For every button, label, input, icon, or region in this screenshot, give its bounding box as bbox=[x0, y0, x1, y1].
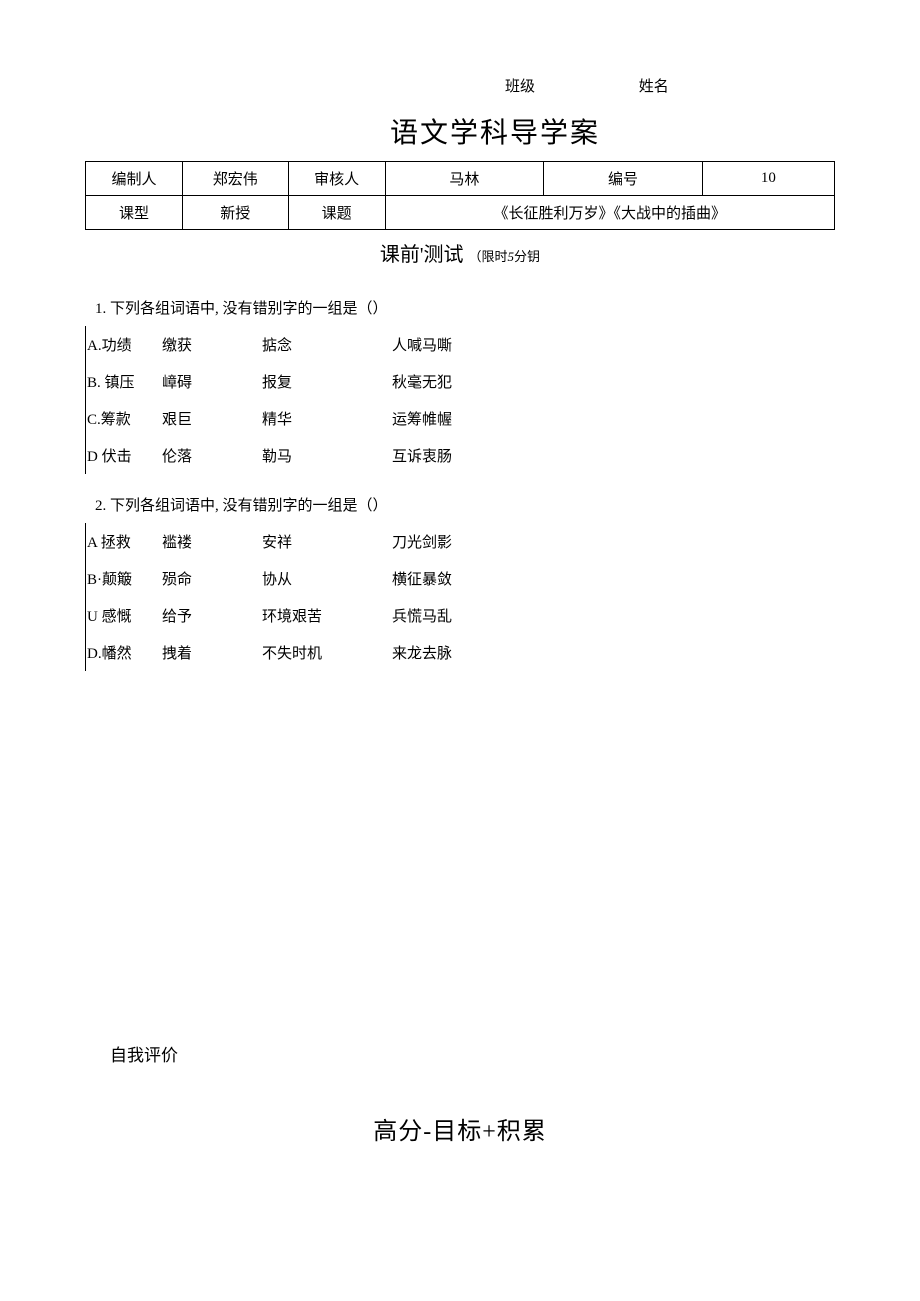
option-word: 运筹帷幄 bbox=[392, 408, 542, 429]
option-word: 掂念 bbox=[262, 334, 392, 355]
option-row: C.筹款 艰巨 精华 运筹帷幄 bbox=[85, 400, 835, 437]
document-title: 语文学科导学案 bbox=[85, 111, 835, 151]
option-label: D 伏击 bbox=[87, 445, 162, 466]
question-2-options: A 拯救 褴褛 安祥 刀光剑影 B·颠簸 殒命 协从 横征暴敛 U 感慨 给予 … bbox=[85, 523, 835, 671]
cell-author-label: 编制人 bbox=[86, 162, 183, 196]
cell-type-label: 课型 bbox=[86, 196, 183, 230]
option-word: 人喊马嘶 bbox=[392, 334, 542, 355]
cell-reviewer-label: 审核人 bbox=[288, 162, 385, 196]
option-word: 报复 bbox=[262, 371, 392, 392]
option-label: A.功绩 bbox=[87, 334, 162, 355]
option-word: 艰巨 bbox=[162, 408, 262, 429]
info-table: 编制人 郑宏伟 审核人 马林 编号 10 课型 新授 课题 《长征胜利万岁》《大… bbox=[85, 161, 835, 230]
option-row: U 感慨 给予 环境艰苦 兵慌马乱 bbox=[85, 597, 835, 634]
option-word: 不失时机 bbox=[262, 642, 392, 663]
option-label: B. 镇压 bbox=[87, 371, 162, 392]
option-label: A 拯救 bbox=[87, 531, 162, 552]
option-word: 褴褛 bbox=[162, 531, 262, 552]
option-word: 环境艰苦 bbox=[262, 605, 392, 626]
question-1-text: 1. 下列各组词语中, 没有错别字的一组是（） bbox=[85, 297, 835, 318]
option-word: 拽着 bbox=[162, 642, 262, 663]
option-word: 秋毫无犯 bbox=[392, 371, 542, 392]
option-label: B·颠簸 bbox=[87, 568, 162, 589]
option-row: B. 镇压 嶂碍 报复 秋毫无犯 bbox=[85, 363, 835, 400]
option-word: 横征暴敛 bbox=[392, 568, 542, 589]
question-1-options: A.功绩 缴获 掂念 人喊马嘶 B. 镇压 嶂碍 报复 秋毫无犯 C.筹款 艰巨… bbox=[85, 326, 835, 474]
cell-number-value: 10 bbox=[702, 162, 834, 196]
cell-author-value: 郑宏伟 bbox=[182, 162, 288, 196]
table-row: 编制人 郑宏伟 审核人 马林 编号 10 bbox=[86, 162, 835, 196]
option-word: 精华 bbox=[262, 408, 392, 429]
option-row: A.功绩 缴获 掂念 人喊马嘶 bbox=[85, 326, 835, 363]
option-word: 缴获 bbox=[162, 334, 262, 355]
option-label: U 感慨 bbox=[87, 605, 162, 626]
option-word: 协从 bbox=[262, 568, 392, 589]
option-row: B·颠簸 殒命 协从 横征暴敛 bbox=[85, 560, 835, 597]
cell-number-label: 编号 bbox=[544, 162, 703, 196]
option-word: 安祥 bbox=[262, 531, 392, 552]
option-row: D 伏击 伦落 勒马 互诉衷肠 bbox=[85, 437, 835, 474]
cell-topic-value: 《长征胜利万岁》《大战中的插曲》 bbox=[385, 196, 834, 230]
option-label: D.幡然 bbox=[87, 642, 162, 663]
header-labels: 班级 姓名 bbox=[85, 75, 835, 96]
cell-type-value: 新授 bbox=[182, 196, 288, 230]
cell-reviewer-value: 马林 bbox=[385, 162, 544, 196]
table-row: 课型 新授 课题 《长征胜利万岁》《大战中的插曲》 bbox=[86, 196, 835, 230]
class-label: 班级 bbox=[505, 75, 535, 96]
name-label: 姓名 bbox=[639, 75, 669, 96]
option-word: 来龙去脉 bbox=[392, 642, 542, 663]
pretest-label: 课前'测试 bbox=[380, 244, 464, 266]
cell-topic-label: 课题 bbox=[288, 196, 385, 230]
pretest-heading: 课前'测试 （限时5分钥 bbox=[85, 238, 835, 267]
option-word: 互诉衷肠 bbox=[392, 445, 542, 466]
option-row: D.幡然 拽着 不失时机 来龙去脉 bbox=[85, 634, 835, 671]
pretest-limit-a: （限时 bbox=[469, 249, 508, 264]
option-word: 给予 bbox=[162, 605, 262, 626]
option-row: A 拯救 褴褛 安祥 刀光剑影 bbox=[85, 523, 835, 560]
footer-motto: 高分-目标+积累 bbox=[85, 1111, 835, 1146]
option-word: 嶂碍 bbox=[162, 371, 262, 392]
option-word: 勒马 bbox=[262, 445, 392, 466]
question-2-text: 2. 下列各组词语中, 没有错别字的一组是（） bbox=[85, 494, 835, 515]
option-word: 刀光剑影 bbox=[392, 531, 542, 552]
self-evaluation-label: 自我评价 bbox=[85, 1041, 835, 1066]
option-word: 兵慌马乱 bbox=[392, 605, 542, 626]
option-label: C.筹款 bbox=[87, 408, 162, 429]
option-word: 伦落 bbox=[162, 445, 262, 466]
pretest-limit-c: 分钥 bbox=[514, 249, 540, 264]
option-word: 殒命 bbox=[162, 568, 262, 589]
